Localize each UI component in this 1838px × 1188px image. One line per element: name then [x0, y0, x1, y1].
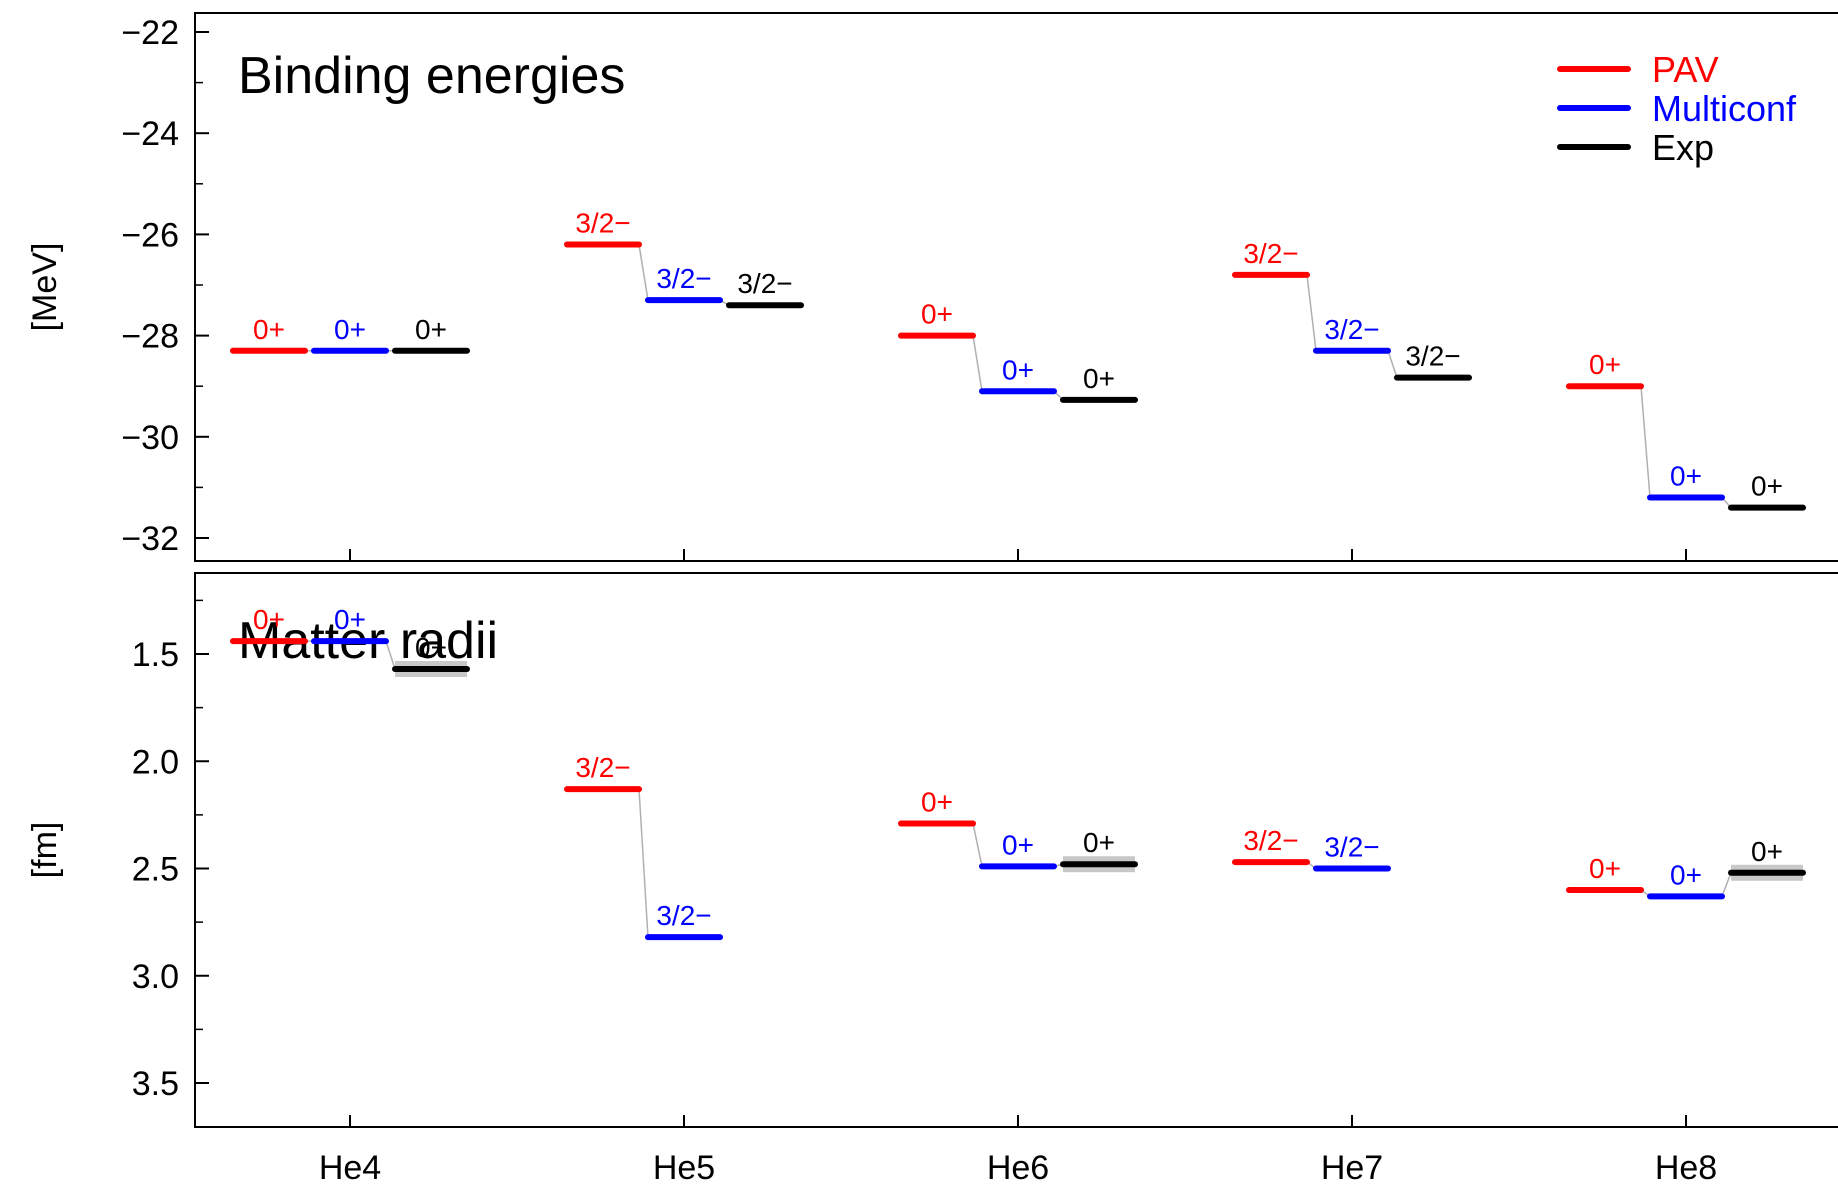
level-connector	[1306, 274, 1317, 351]
level-label: 3/2−	[1243, 825, 1298, 856]
panel-1: 1.52.02.53.03.5[fm]Matter radii0+3/2−0+3…	[26, 572, 1838, 1187]
level-connector	[1721, 872, 1732, 897]
legend-entry: Multiconf	[1652, 88, 1797, 129]
y-axis-label: [fm]	[26, 822, 64, 879]
level-label: 3/2−	[1324, 832, 1379, 863]
level-label: 0+	[1589, 349, 1621, 380]
level-label: 0+	[921, 299, 953, 330]
level-connector	[638, 789, 649, 938]
level-label: 0+	[1670, 461, 1702, 492]
level-label: 3/2−	[656, 263, 711, 294]
x-tick-label: He5	[653, 1149, 715, 1187]
level-label: 3/2−	[1405, 341, 1460, 372]
series-exp: 0+ 3/2− 0+ 3/2− 0+	[392, 268, 1806, 511]
level-label: 0+	[334, 604, 366, 635]
y-tick-label: 3.0	[132, 958, 179, 996]
level-connector	[1640, 386, 1651, 498]
series-pav: 0+ 3/2− 0+ 3/2− 0+	[230, 208, 1644, 390]
level-connector	[1387, 350, 1398, 378]
y-axis: 1.5 2.0 2.5 3.0 3.5	[132, 599, 209, 1103]
level-label: 0+	[1002, 354, 1034, 385]
y-tick-label: −32	[121, 520, 179, 558]
level-label: 0+	[253, 314, 285, 345]
level-label: 3/2−	[575, 752, 630, 783]
panel-title: Binding energies	[238, 47, 625, 105]
y-tick-label: −22	[121, 14, 179, 52]
level-label: 0+	[415, 314, 447, 345]
level-label: 0+	[1002, 829, 1034, 860]
x-tick-label: He4	[319, 1149, 381, 1187]
level-label: 3/2−	[737, 268, 792, 299]
y-tick-label: −30	[121, 419, 179, 457]
level-label: 3/2−	[575, 208, 630, 239]
x-tick-label: He8	[1655, 1149, 1717, 1187]
level-label: 0+	[1751, 836, 1783, 867]
y-tick-label: 3.5	[132, 1065, 179, 1103]
level-label: 3/2−	[656, 900, 711, 931]
level-label: 0+	[1670, 859, 1702, 890]
y-tick-label: 1.5	[132, 636, 179, 674]
x-tick-label: He6	[987, 1149, 1049, 1187]
legend-entry: PAV	[1652, 49, 1719, 90]
level-label: 0+	[334, 314, 366, 345]
x-tick-label: He7	[1321, 1149, 1383, 1187]
y-tick-label: −28	[121, 318, 179, 356]
level-label: 0+	[1751, 471, 1783, 502]
x-axis: He4 He5 He6 He7 He8	[319, 1149, 1717, 1187]
legend-entry: Exp	[1652, 127, 1714, 168]
level-connector	[972, 335, 983, 392]
y-tick-label: 2.0	[132, 743, 179, 781]
y-tick-label: 2.5	[132, 851, 179, 889]
level-label: 0+	[1589, 853, 1621, 884]
level-label: 3/2−	[1324, 314, 1379, 345]
level-label: 0+	[921, 786, 953, 817]
series-multiconf: 0+ 3/2− 0+ 3/2− 0+	[311, 604, 1725, 941]
level-connector	[972, 823, 983, 867]
level-connectors	[305, 640, 1732, 938]
y-axis: −22 −24 −26 −28 −30 −32	[121, 14, 209, 558]
level-connector	[385, 640, 396, 670]
level-label: 0+	[1083, 827, 1115, 858]
series-multiconf: 0+ 3/2− 0+ 3/2− 0+	[311, 263, 1725, 501]
level-connector	[638, 244, 649, 301]
level-label: 0+	[253, 604, 285, 635]
level-label: 3/2−	[1243, 238, 1298, 269]
series-exp: 0+ 0+ 0+	[392, 632, 1806, 881]
y-tick-label: −24	[121, 115, 179, 153]
y-tick-label: −26	[121, 216, 179, 254]
y-axis-label: [MeV]	[26, 243, 64, 332]
panel-0: −22 −24 −26 −28 −30 −32 [MeV] Binding energies 0…	[26, 12, 1838, 562]
level-label: 0+	[415, 632, 447, 663]
level-label: 0+	[1083, 363, 1115, 394]
series-pav: 0+ 3/2− 0+ 3/2− 0+	[230, 604, 1644, 893]
